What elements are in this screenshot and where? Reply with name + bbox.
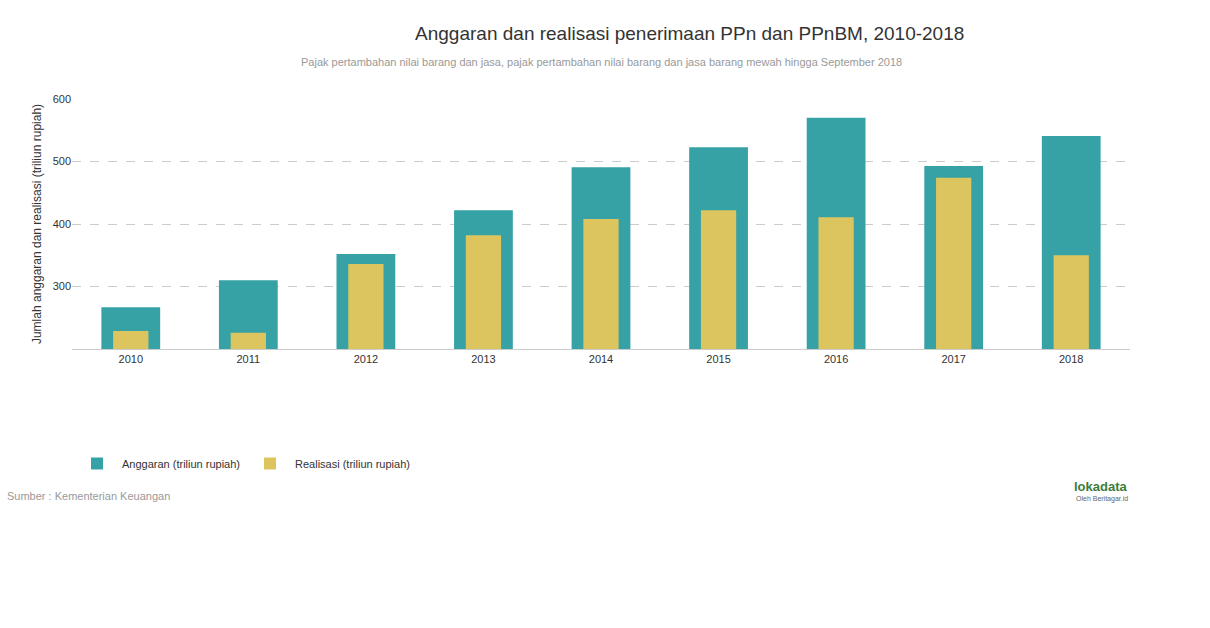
svg-text:2017: 2017 — [941, 353, 965, 365]
svg-text:2012: 2012 — [354, 353, 378, 365]
svg-text:600: 600 — [53, 93, 71, 105]
svg-text:2014: 2014 — [589, 353, 613, 365]
svg-text:Anggaran dan realisasi penerim: Anggaran dan realisasi penerimaan PPn da… — [415, 23, 964, 44]
svg-text:Oleh Beritagar.id: Oleh Beritagar.id — [1076, 495, 1128, 503]
svg-text:300: 300 — [53, 280, 71, 292]
svg-text:Sumber : Kementerian Keuangan: Sumber : Kementerian Keuangan — [7, 490, 170, 502]
svg-text:2011: 2011 — [237, 353, 261, 365]
svg-text:500: 500 — [53, 155, 71, 167]
svg-text:Anggaran (triliun rupiah): Anggaran (triliun rupiah) — [122, 458, 240, 470]
svg-text:2010: 2010 — [119, 353, 143, 365]
svg-text:2018: 2018 — [1059, 353, 1083, 365]
svg-text:400: 400 — [53, 218, 71, 230]
svg-text:Jumlah anggaran dan realisasi: Jumlah anggaran dan realisasi (triliun r… — [30, 104, 44, 344]
svg-text:2013: 2013 — [471, 353, 495, 365]
svg-text:2015: 2015 — [706, 353, 730, 365]
svg-text:Pajak pertambahan nilai barang: Pajak pertambahan nilai barang dan jasa,… — [301, 56, 902, 68]
svg-text:lokadata: lokadata — [1074, 479, 1128, 494]
svg-text:Realisasi (triliun rupiah): Realisasi (triliun rupiah) — [295, 458, 410, 470]
svg-text:2016: 2016 — [824, 353, 848, 365]
